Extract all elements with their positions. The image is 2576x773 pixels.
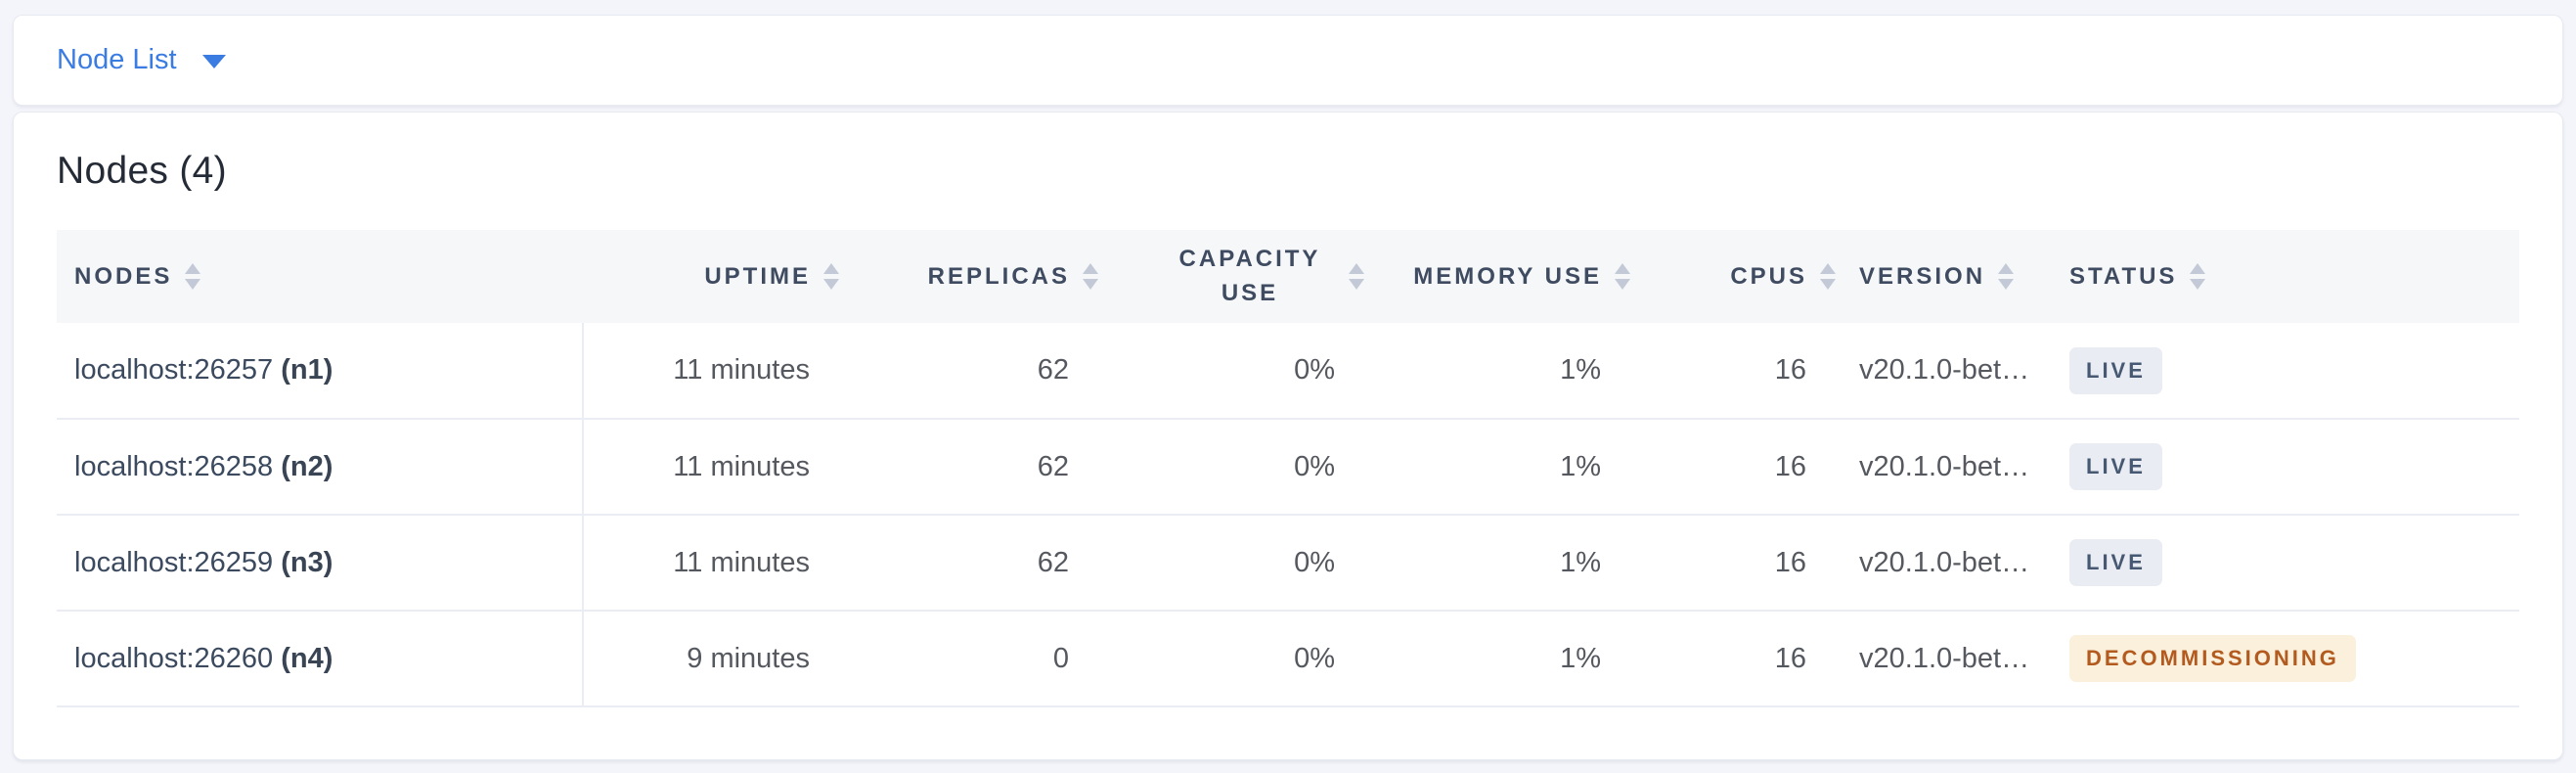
version-cell: v20.1.0-bet… [1859,354,2030,386]
status-badge: LIVE [2069,346,2162,394]
capacity-use-cell: 0% [1294,354,1335,386]
column-label: VERSION [1859,262,1986,290]
capacity-use-cell: 0% [1294,642,1335,674]
node-id: (n4) [281,642,333,674]
status-badge: DECOMMISSIONING [2069,635,2356,682]
nodes-table: NODES UPTIME REPLICAS CAPACITY USE MEMOR… [57,230,2519,707]
cpus-cell: 16 [1774,546,1806,578]
capacity-use-cell: 0% [1294,450,1335,482]
column-header-capacity-use[interactable]: CAPACITY USE [1116,243,1382,311]
table-header-row: NODES UPTIME REPLICAS CAPACITY USE MEMOR… [57,230,2519,323]
sort-arrows-icon[interactable] [1083,263,1098,290]
column-header-memory-use[interactable]: MEMORY USE [1382,263,1648,291]
uptime-cell: 11 minutes [673,546,810,578]
uptime-cell: 11 minutes [673,354,810,386]
column-label: NODES [74,262,173,290]
sort-arrows-icon[interactable] [823,263,839,290]
caret-down-icon [201,55,226,68]
sort-arrows-icon[interactable] [185,263,201,290]
page-title: Nodes (4) [57,150,227,192]
column-label: CAPACITY USE [1178,245,1321,306]
cpus-cell: 16 [1774,450,1806,482]
sort-arrows-icon[interactable] [1615,263,1630,290]
sort-arrows-icon[interactable] [1349,263,1364,290]
column-label: MEMORY USE [1413,262,1602,290]
node-address-link[interactable]: localhost:26258 (n2) [57,419,584,515]
sort-arrows-icon[interactable] [1998,263,2015,290]
view-selector-dropdown[interactable]: Node List [57,44,226,76]
status-badge: LIVE [2069,443,2162,490]
memory-use-cell: 1% [1560,546,1601,578]
column-header-status[interactable]: STATUS [2064,263,2519,291]
cpus-cell: 16 [1774,642,1806,674]
node-id: (n2) [281,450,333,482]
node-address: localhost:26259 [74,546,274,578]
table-row[interactable]: localhost:26259 (n3) 11 minutes 62 0% 1%… [57,515,2519,611]
nodes-card: Nodes (4) NODES UPTIME REPLICAS [13,112,2563,760]
column-header-cpus[interactable]: CPUS [1648,263,1853,291]
column-header-uptime[interactable]: UPTIME [583,263,857,291]
node-id: (n3) [281,546,333,578]
sort-arrows-icon[interactable] [1820,263,1836,290]
version-cell: v20.1.0-bet… [1859,450,2030,482]
replicas-cell: 62 [1037,354,1069,386]
table-row[interactable]: localhost:26260 (n4) 9 minutes 0 0% 1% 1… [57,611,2519,706]
view-selector-label: Node List [57,44,177,75]
replicas-cell: 62 [1037,450,1069,482]
column-header-version[interactable]: VERSION [1853,263,2064,291]
capacity-use-cell: 0% [1294,546,1335,578]
node-address-link[interactable]: localhost:26257 (n1) [57,323,584,419]
version-cell: v20.1.0-bet… [1859,546,2030,578]
column-label: STATUS [2069,262,2178,290]
table-row[interactable]: localhost:26257 (n1) 11 minutes 62 0% 1%… [57,323,2519,419]
node-address: localhost:26260 [74,642,274,674]
node-address: localhost:26258 [74,450,274,482]
uptime-cell: 11 minutes [673,450,810,482]
column-label: CPUS [1730,262,1807,290]
column-label: REPLICAS [927,262,1070,290]
sort-arrows-icon[interactable] [2190,263,2206,290]
node-address-link[interactable]: localhost:26259 (n3) [57,515,584,611]
memory-use-cell: 1% [1560,354,1601,386]
node-address: localhost:26257 [74,354,274,386]
column-header-nodes[interactable]: NODES [57,263,583,291]
memory-use-cell: 1% [1560,450,1601,482]
memory-use-cell: 1% [1560,642,1601,674]
cpus-cell: 16 [1774,354,1806,386]
replicas-cell: 62 [1037,546,1069,578]
node-address-link[interactable]: localhost:26260 (n4) [57,611,584,706]
status-badge: LIVE [2069,539,2162,586]
column-header-replicas[interactable]: REPLICAS [857,263,1116,291]
table-row[interactable]: localhost:26258 (n2) 11 minutes 62 0% 1%… [57,419,2519,515]
uptime-cell: 9 minutes [687,642,810,674]
replicas-cell: 0 [1052,642,1069,674]
node-id: (n1) [281,354,333,386]
column-label: UPTIME [704,262,811,290]
view-selector-bar: Node List [13,15,2563,106]
version-cell: v20.1.0-bet… [1859,642,2030,674]
